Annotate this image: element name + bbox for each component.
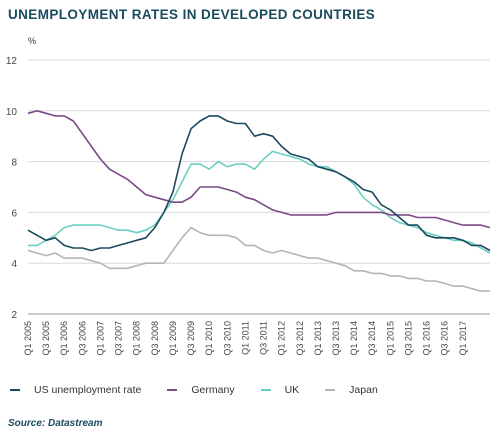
x-tick-label: Q3 2013	[331, 321, 341, 356]
legend-swatch	[260, 389, 271, 391]
x-tick-label: Q1 2007	[95, 321, 105, 356]
x-tick-label: Q3 2005	[41, 321, 51, 356]
source-note: Source: Datastream	[8, 418, 103, 429]
x-tick-label: Q1 2017	[458, 321, 468, 356]
y-tick-label: 8	[11, 158, 17, 169]
y-tick-label: 4	[11, 259, 17, 270]
y-tick-label: 12	[6, 56, 18, 67]
x-tick-label: Q1 2012	[277, 321, 287, 356]
x-tick-label: Q3 2016	[440, 321, 450, 356]
legend-item: UK	[260, 384, 300, 396]
legend-label: UK	[284, 384, 300, 396]
legend-item: US unemployment rate	[10, 384, 141, 396]
legend-label: Japan	[349, 384, 378, 396]
x-tick-label: Q3 2012	[295, 321, 305, 356]
series-line-us-unemployment-rate	[27, 115, 491, 252]
legend-label: Germany	[191, 384, 235, 396]
series-line-germany	[27, 110, 491, 229]
x-tick-label: Q3 2010	[222, 321, 232, 356]
legend-item: Japan	[325, 384, 378, 396]
x-tick-label: Q1 2006	[59, 321, 69, 356]
x-tick-label: Q3 2007	[114, 321, 124, 356]
x-tick-label: Q1 2008	[132, 321, 142, 356]
y-tick-label: 2	[11, 310, 17, 321]
x-tick-label: Q1 2013	[313, 321, 323, 356]
x-tick-label: Q1 2016	[422, 321, 432, 356]
legend-swatch	[10, 389, 20, 391]
series-line-uk	[28, 150, 491, 254]
x-tick-label: Q1 2011	[240, 321, 250, 355]
x-tick-label: Q1 2009	[168, 321, 178, 356]
x-tick-label: Q1 2005	[23, 321, 33, 356]
x-tick-label: Q1 2015	[385, 321, 395, 356]
x-tick-label: Q3 2009	[186, 321, 196, 356]
x-tick-label: Q3 2011	[259, 321, 269, 355]
x-tick-label: Q1 2010	[204, 321, 214, 356]
legend-item: Germany	[167, 384, 235, 396]
y-tick-label: 10	[6, 107, 18, 118]
series-line-japan	[27, 226, 490, 292]
x-tick-label: Q1 2014	[349, 321, 359, 356]
legend-swatch	[167, 389, 178, 391]
x-tick-label: Q3 2014	[367, 321, 377, 356]
x-tick-label: Q3 2006	[77, 321, 87, 356]
y-tick-label: 6	[11, 208, 17, 219]
chart-title: UNEMPLOYMENT RATES IN DEVELOPED COUNTRIE…	[8, 7, 376, 22]
x-tick-label: Q3 2008	[150, 321, 160, 356]
chart-legend: US unemployment rate Germany UK Japan	[10, 384, 404, 396]
legend-swatch	[325, 389, 336, 391]
y-axis-label: %	[28, 36, 36, 46]
x-tick-label: Q3 2015	[403, 321, 413, 356]
legend-label: US unemployment rate	[34, 384, 142, 396]
